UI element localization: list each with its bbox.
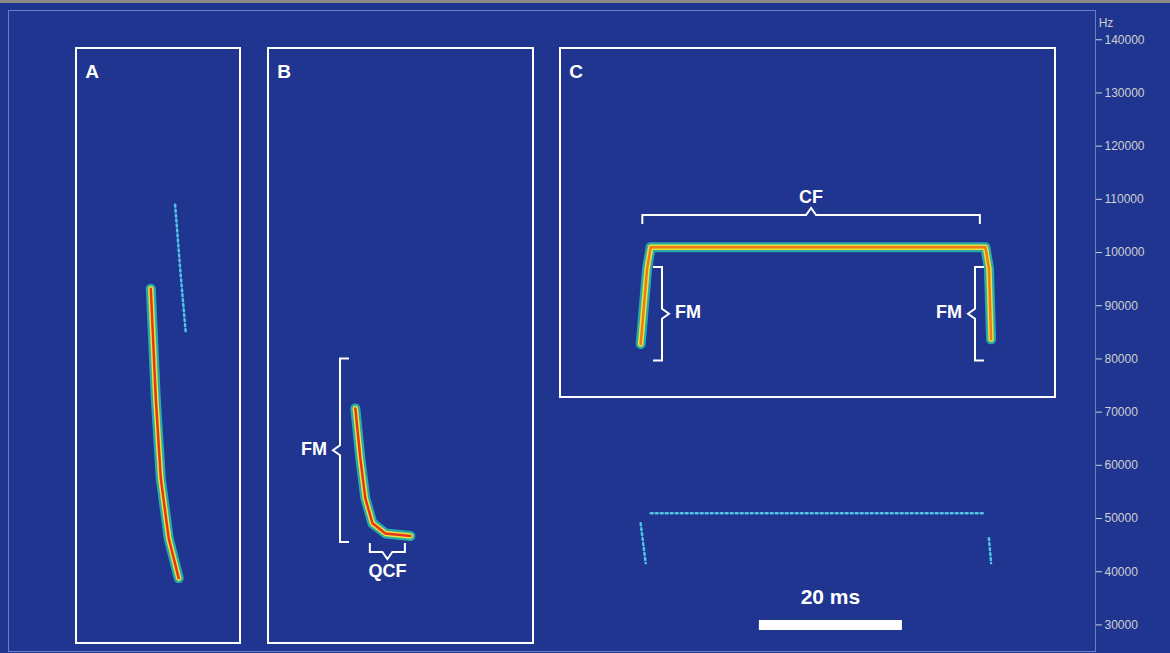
svg-text:80000: 80000 (1105, 352, 1139, 366)
svg-text:110000: 110000 (1105, 192, 1144, 206)
svg-text:FM: FM (936, 302, 962, 322)
svg-text:FM: FM (301, 439, 327, 459)
svg-text:CF: CF (799, 187, 823, 207)
svg-text:FM: FM (675, 302, 701, 322)
svg-text:Hz: Hz (1099, 16, 1114, 30)
svg-text:90000: 90000 (1105, 299, 1139, 313)
svg-text:140000: 140000 (1105, 33, 1145, 47)
svg-text:A: A (85, 61, 99, 82)
svg-text:120000: 120000 (1105, 139, 1145, 153)
svg-text:130000: 130000 (1105, 86, 1145, 100)
svg-text:70000: 70000 (1105, 405, 1139, 419)
svg-text:C: C (569, 61, 583, 82)
svg-text:20 ms: 20 ms (801, 585, 861, 608)
svg-text:QCF: QCF (368, 561, 406, 581)
svg-text:30000: 30000 (1105, 618, 1139, 632)
svg-text:60000: 60000 (1105, 458, 1139, 472)
svg-text:100000: 100000 (1105, 245, 1145, 259)
svg-text:B: B (277, 61, 291, 82)
svg-text:40000: 40000 (1105, 565, 1139, 579)
svg-text:50000: 50000 (1105, 511, 1139, 525)
